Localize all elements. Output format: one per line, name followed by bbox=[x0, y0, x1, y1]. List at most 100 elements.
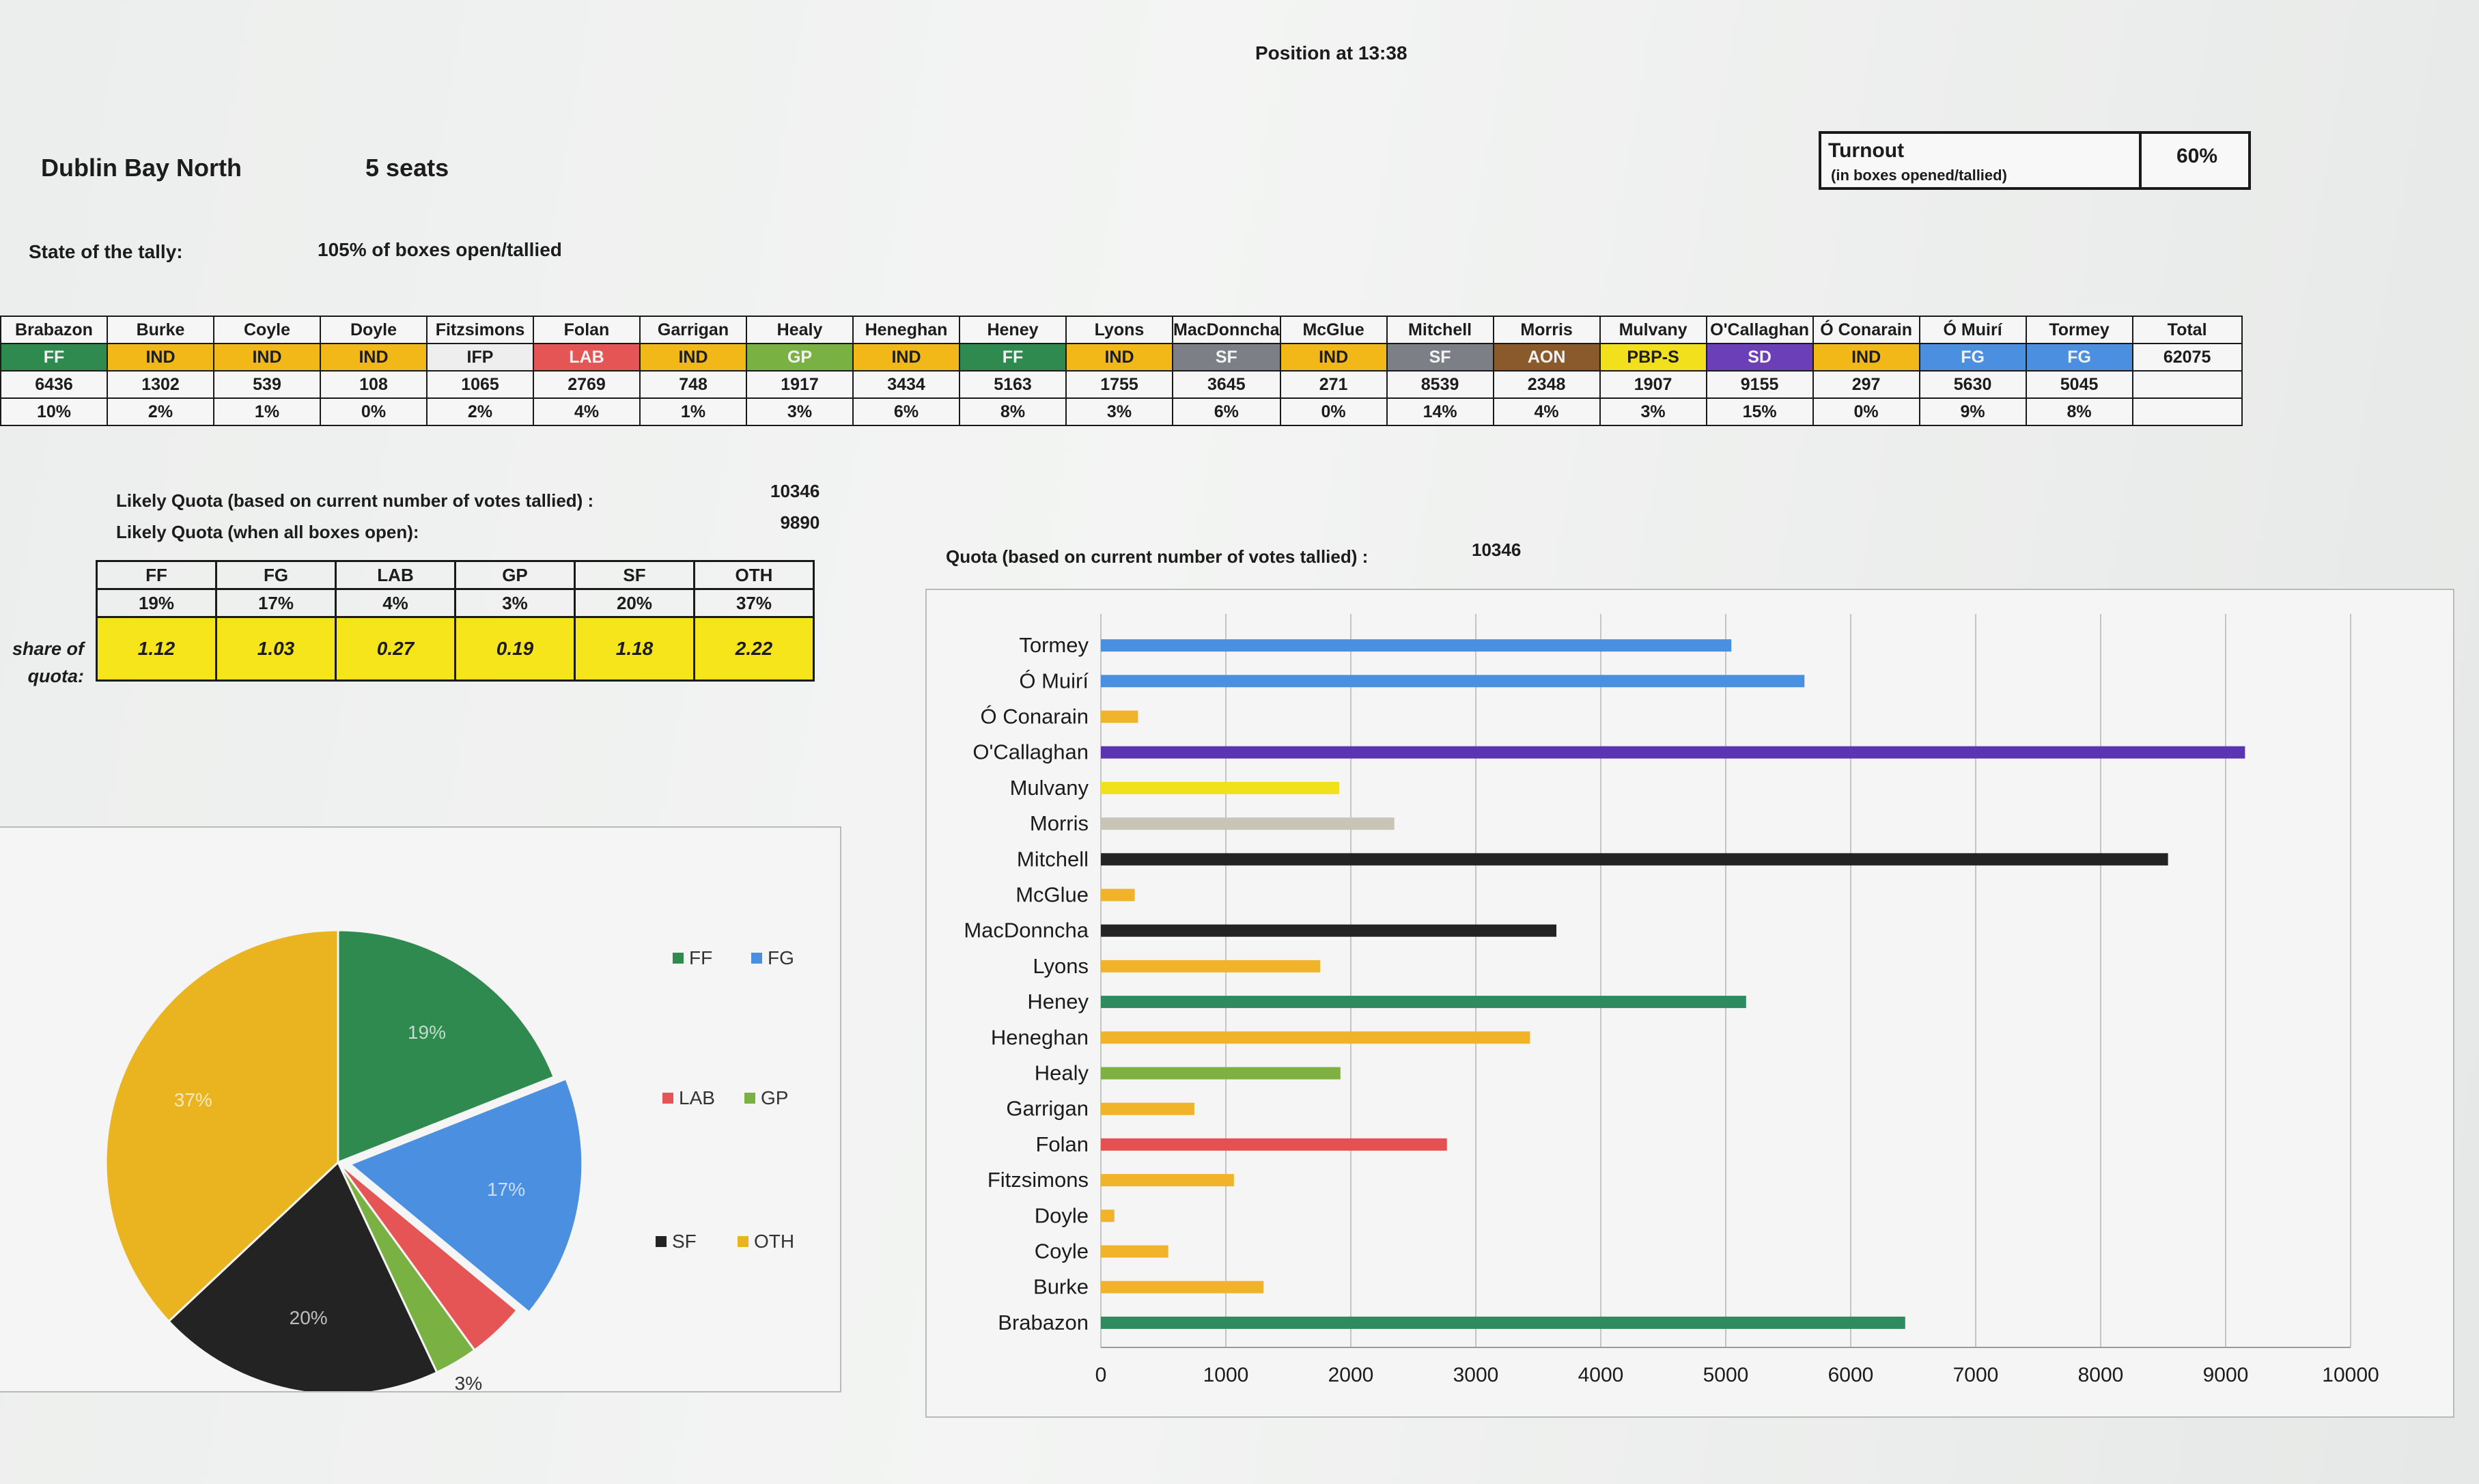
y-category-label: Healy bbox=[1035, 1061, 1089, 1085]
candidate-name: Burke bbox=[107, 316, 214, 344]
candidate-votes: 8539 bbox=[1386, 370, 1494, 399]
party-quota-share: 1.03 bbox=[215, 616, 337, 682]
share-label-line1: share of bbox=[12, 639, 85, 659]
candidates-table: Brabazon Burke Coyle Doyle Fitzsimons Folan Ga… bbox=[0, 316, 2243, 426]
party-percent: 17% bbox=[215, 588, 337, 618]
pie-chart-frame: 19% 17% 3% 20% 37% FF FG LAB GP SF OTH bbox=[0, 826, 841, 1392]
bar-morris bbox=[1101, 817, 1395, 830]
share-of-quota-label: share of quota: bbox=[12, 635, 84, 690]
pie-data-label: 19% bbox=[408, 1022, 446, 1043]
candidate-name: Tormey bbox=[2025, 316, 2133, 344]
bar-fitzsimons bbox=[1101, 1174, 1234, 1187]
candidate-votes: 2348 bbox=[1492, 370, 1601, 399]
legend-swatch bbox=[738, 1236, 748, 1247]
turnout-divider bbox=[2139, 134, 2142, 187]
party-quota-share: 2.22 bbox=[693, 616, 815, 682]
candidate-pct: 9% bbox=[1918, 397, 2027, 426]
total-empty bbox=[2131, 397, 2243, 426]
candidate-votes: 3645 bbox=[1172, 370, 1281, 399]
candidate-votes: 5163 bbox=[959, 370, 1067, 399]
quota-labels: Likely Quota (based on current number of… bbox=[116, 485, 593, 548]
party-percent: 19% bbox=[96, 588, 217, 618]
candidate-pct: 0% bbox=[1279, 397, 1388, 426]
position-title: Position at 13:38 bbox=[1255, 42, 1407, 64]
y-category-label: Doyle bbox=[1035, 1203, 1089, 1227]
candidate-name: MacDonncha bbox=[1172, 316, 1281, 344]
candidate-name: Fitzsimons bbox=[426, 316, 534, 344]
total-label: Total bbox=[2131, 316, 2243, 344]
bar-chart-quota-value: 10346 bbox=[1472, 540, 1522, 560]
bar-tormey bbox=[1101, 639, 1732, 652]
candidate-pct-row: 10% 2% 1% 0% 2% 4% 1% 3% 6% 8% 3% 6% 0% 14% 4% 3% 15% 0% 9… bbox=[0, 397, 2243, 426]
candidate-party: FF bbox=[0, 343, 108, 372]
pie-slice-sf bbox=[167, 1160, 438, 1391]
candidate-pct: 10% bbox=[0, 397, 108, 426]
bar-conarain bbox=[1101, 710, 1138, 723]
y-category-label: Lyons bbox=[1033, 954, 1089, 978]
candidate-votes: 3434 bbox=[852, 370, 960, 399]
bar-heney bbox=[1101, 996, 1746, 1009]
candidate-party: PBP-S bbox=[1599, 343, 1707, 372]
pie-data-label: 20% bbox=[290, 1307, 328, 1328]
bar-doyle bbox=[1101, 1209, 1115, 1222]
share-label-line2: quota: bbox=[27, 666, 85, 686]
candidate-party: SD bbox=[1705, 343, 1814, 372]
candidate-pct: 2% bbox=[426, 397, 534, 426]
candidate-party: LAB bbox=[533, 343, 641, 372]
candidate-name: Folan bbox=[533, 316, 641, 344]
candidate-name: Mulvany bbox=[1599, 316, 1707, 344]
party-quota-share: 0.19 bbox=[454, 616, 576, 682]
candidate-votes: 9155 bbox=[1705, 370, 1814, 399]
party-name: OTH bbox=[693, 560, 815, 590]
turnout-box: Turnout (in boxes opened/tallied) 60% bbox=[1819, 131, 2251, 190]
candidate-name: Heney bbox=[959, 316, 1067, 344]
candidate-pct: 8% bbox=[2025, 397, 2133, 426]
candidate-pct: 4% bbox=[1492, 397, 1601, 426]
candidate-name: O'Callaghan bbox=[1705, 316, 1814, 344]
bar-mulvany bbox=[1101, 781, 1339, 794]
y-category-label: Coyle bbox=[1035, 1240, 1089, 1263]
candidate-votes: 748 bbox=[639, 370, 747, 399]
candidate-name: Healy bbox=[746, 316, 854, 344]
candidate-name: Ó Muirí bbox=[1918, 316, 2027, 344]
turnout-sublabel: (in boxes opened/tallied) bbox=[1831, 167, 2007, 184]
party-percent: 20% bbox=[574, 588, 695, 618]
candidate-pct: 15% bbox=[1705, 397, 1814, 426]
pie-data-label: 17% bbox=[487, 1179, 525, 1200]
candidate-name: Lyons bbox=[1065, 316, 1173, 344]
y-category-label: Heneghan bbox=[991, 1025, 1089, 1049]
y-category-label: Heney bbox=[1027, 990, 1089, 1013]
party-share-table: FF FG LAB GP SF OTH 19% 17% 4% 3% 20% 37% 1.12 1.03… bbox=[96, 560, 815, 682]
candidate-name: Mitchell bbox=[1386, 316, 1494, 344]
candidate-votes: 539 bbox=[213, 370, 321, 399]
bar-coyle bbox=[1101, 1245, 1168, 1258]
candidate-name: Coyle bbox=[213, 316, 321, 344]
y-category-label: Garrigan bbox=[1006, 1097, 1089, 1121]
pie-data-label: 3% bbox=[455, 1373, 482, 1391]
candidate-pct: 6% bbox=[1172, 397, 1281, 426]
legend-swatch bbox=[656, 1236, 667, 1247]
candidate-party: IFP bbox=[426, 343, 534, 372]
candidate-pct: 3% bbox=[1599, 397, 1707, 426]
candidate-votes: 297 bbox=[1812, 370, 1920, 399]
quota-current-value: 10346 bbox=[770, 481, 820, 501]
candidate-name: Morris bbox=[1492, 316, 1601, 344]
candidate-votes: 1302 bbox=[107, 370, 214, 399]
candidate-party: FF bbox=[959, 343, 1067, 372]
x-tick-label: 8000 bbox=[2078, 1364, 2124, 1386]
tally-state-label: State of the tally: bbox=[29, 241, 183, 262]
candidate-votes-row: 6436 1302 539 108 1065 2769 748 1917 3434 5163 175… bbox=[0, 370, 2243, 399]
constituency-name: Dublin Bay North bbox=[41, 154, 242, 182]
candidate-party: FG bbox=[1918, 343, 2027, 372]
candidate-party: IND bbox=[639, 343, 747, 372]
candidate-votes: 1065 bbox=[426, 370, 534, 399]
y-category-label: Morris bbox=[1030, 811, 1089, 835]
candidate-name: Doyle bbox=[320, 316, 428, 344]
legend-swatch bbox=[751, 953, 762, 964]
pie-slice-oth bbox=[104, 929, 339, 1323]
x-tick-label: 10000 bbox=[2322, 1364, 2379, 1386]
candidate-name: Brabazon bbox=[0, 316, 108, 344]
y-category-label: Burke bbox=[1033, 1275, 1089, 1299]
candidate-pct: 2% bbox=[107, 397, 214, 426]
quota-all-boxes-value: 9890 bbox=[780, 512, 820, 533]
